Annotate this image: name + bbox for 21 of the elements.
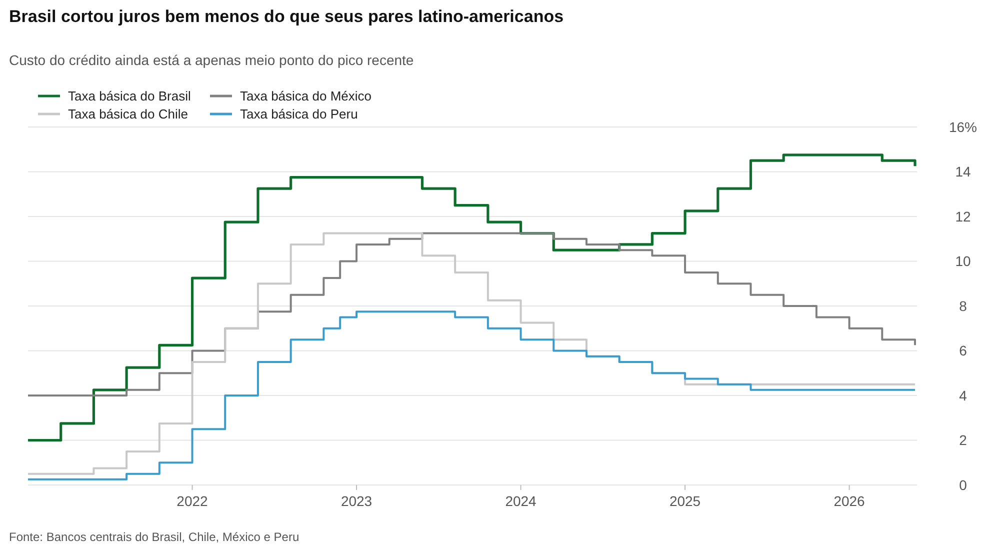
y-tick-label: 8 (959, 298, 968, 314)
y-tick-label: 4 (959, 387, 968, 404)
y-tick-label: 10 (955, 253, 971, 270)
x-tick-label: 2022 (176, 493, 208, 509)
legend-label: Taxa básica do Peru (240, 106, 358, 122)
legend-label: Taxa básica do Chile (68, 106, 188, 122)
legend-label: Taxa básica do Brasil (68, 88, 191, 104)
chart-title: Brasil cortou juros bem menos do que seus pares latino-americanos (9, 7, 564, 26)
source-note: Fonte: Bancos centrais do Brasil, Chile, México e Peru (9, 530, 300, 544)
chart-subtitle: Custo do crédito ainda está a apenas meio ponto do pico recente (9, 52, 414, 68)
x-tick-label: 2026 (834, 493, 866, 509)
y-tick-label: 6 (959, 342, 968, 359)
x-tick-label: 2025 (669, 493, 701, 509)
x-tick-label: 2023 (340, 493, 372, 509)
legend-label: Taxa básica do México (240, 88, 372, 104)
y-tick-label: 16% (948, 118, 978, 135)
x-tick-label: 2024 (505, 493, 537, 509)
y-tick-label: 0 (959, 476, 968, 493)
y-tick-label: 14 (955, 164, 971, 180)
y-tick-label: 12 (955, 208, 971, 224)
y-tick-label: 2 (959, 432, 968, 448)
